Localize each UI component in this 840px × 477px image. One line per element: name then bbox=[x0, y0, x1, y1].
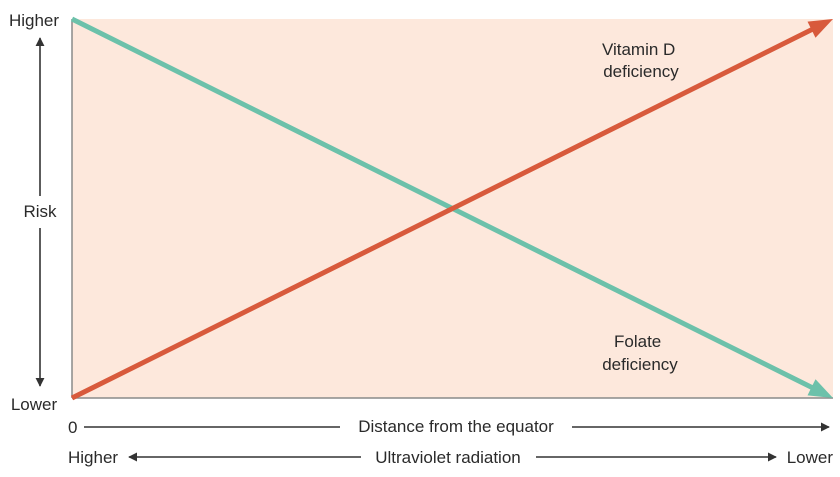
series-label-folate-deficiency: Folate deficiency bbox=[602, 332, 678, 374]
x-axis-title: Distance from the equator bbox=[358, 417, 554, 436]
series-label-line: Vitamin D bbox=[602, 40, 675, 59]
uv-axis-right-label: Lower bbox=[787, 448, 834, 467]
uv-axis-title: Ultraviolet radiation bbox=[375, 448, 521, 467]
y-axis-top-label: Higher bbox=[9, 11, 59, 30]
series-layer bbox=[70, 16, 833, 401]
series-line-vitamin-d-deficiency bbox=[70, 26, 815, 401]
series-arrowhead-folate-deficiency bbox=[807, 379, 833, 398]
y-axis-bottom-label: Lower bbox=[11, 395, 58, 414]
series-label-line: deficiency bbox=[602, 355, 678, 374]
series-label-line: Folate bbox=[614, 332, 661, 351]
series-label-vitamin-d-deficiency: Vitamin D deficiency bbox=[602, 40, 680, 81]
series-arrowhead-vitamin-d-deficiency bbox=[807, 19, 833, 38]
x-axis-origin-label: 0 bbox=[68, 418, 77, 437]
series-line-folate-deficiency bbox=[70, 16, 815, 391]
y-axis-title: Risk bbox=[23, 202, 57, 221]
series-label-line: deficiency bbox=[603, 62, 679, 81]
uv-axis-left-label: Higher bbox=[68, 448, 118, 467]
